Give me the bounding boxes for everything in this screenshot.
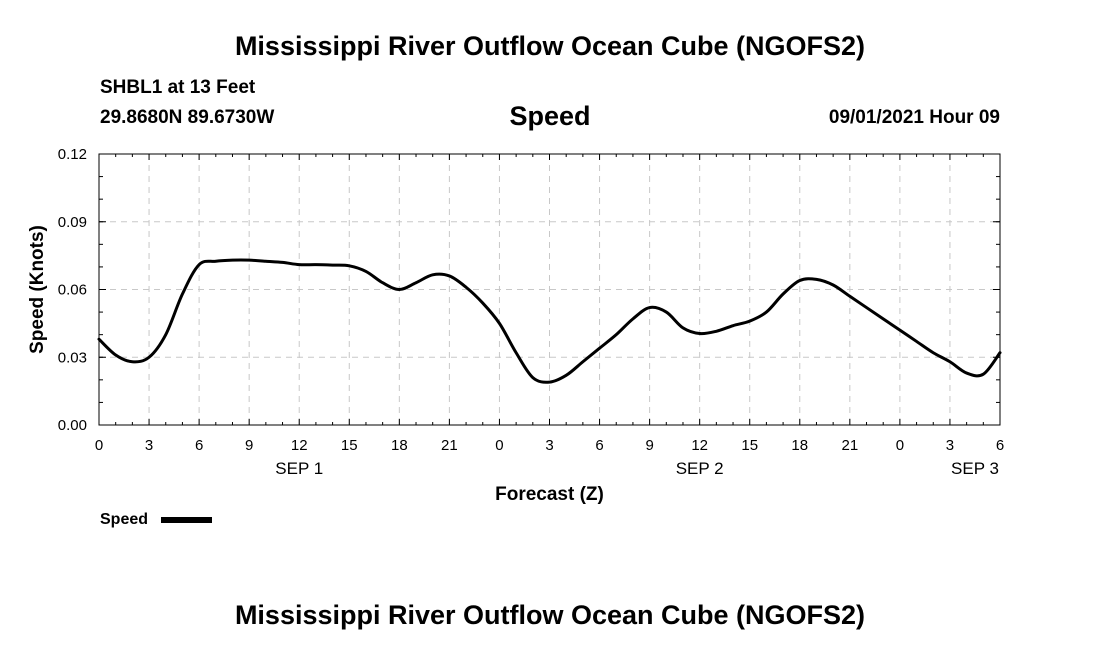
x-tick-label: 0 — [95, 437, 103, 454]
x-tick-label: 9 — [645, 437, 653, 454]
x-tick-label: 3 — [545, 437, 553, 454]
x-tick-label: 12 — [691, 437, 708, 454]
legend: Speed — [100, 511, 212, 528]
x-tick-label: 3 — [145, 437, 153, 454]
date-label: SEP 1 — [275, 459, 323, 478]
y-tick-label: 0.00 — [58, 417, 87, 434]
station-coordinates: 29.8680N 89.6730W — [100, 107, 275, 128]
x-tick-label: 6 — [996, 437, 1004, 454]
x-tick-label: 15 — [341, 437, 358, 454]
y-axis-title: Speed (Knots) — [27, 225, 48, 354]
x-tick-label: 0 — [495, 437, 503, 454]
date-label: SEP 2 — [676, 459, 724, 478]
y-tick-labels: 0.00 0.03 0.06 0.09 0.12 — [58, 146, 87, 434]
speed-series-line — [97, 258, 1002, 384]
station-label: SHBL1 at 13 Feet — [100, 77, 256, 98]
x-tick-label: 6 — [595, 437, 603, 454]
x-axis-title: Forecast (Z) — [495, 484, 604, 505]
footer-title: Mississippi River Outflow Ocean Cube (NG… — [234, 600, 866, 630]
x-tick-label: 18 — [791, 437, 808, 454]
x-tick-label: 15 — [741, 437, 758, 454]
x-tick-label: 0 — [896, 437, 904, 454]
x-tick-labels: 0 3 6 9 12 15 18 21 0 3 6 9 12 15 18 21 0 3 6 — [95, 437, 1004, 454]
y-tick-label: 0.06 — [58, 282, 87, 299]
chart-title: Speed — [509, 101, 591, 131]
x-tick-label: 3 — [946, 437, 954, 454]
x-tick-label: 18 — [391, 437, 408, 454]
y-tick-label: 0.09 — [58, 214, 87, 231]
legend-label: Speed — [100, 511, 148, 528]
main-title: Mississippi River Outflow Ocean Cube (NG… — [234, 31, 866, 61]
date-label: SEP 3 — [951, 459, 999, 478]
x-tick-label: 9 — [245, 437, 253, 454]
grid-lines — [99, 154, 1000, 425]
date-labels: SEP 1 SEP 2 SEP 3 — [275, 459, 999, 478]
x-tick-label: 21 — [841, 437, 858, 454]
y-tick-label: 0.12 — [58, 146, 87, 163]
y-tick-label: 0.03 — [58, 349, 87, 366]
x-tick-label: 21 — [441, 437, 458, 454]
forecast-datetime: 09/01/2021 Hour 09 — [828, 107, 1000, 128]
axis-ticks — [98, 153, 1001, 426]
x-tick-label: 6 — [195, 437, 203, 454]
x-tick-label: 12 — [291, 437, 308, 454]
